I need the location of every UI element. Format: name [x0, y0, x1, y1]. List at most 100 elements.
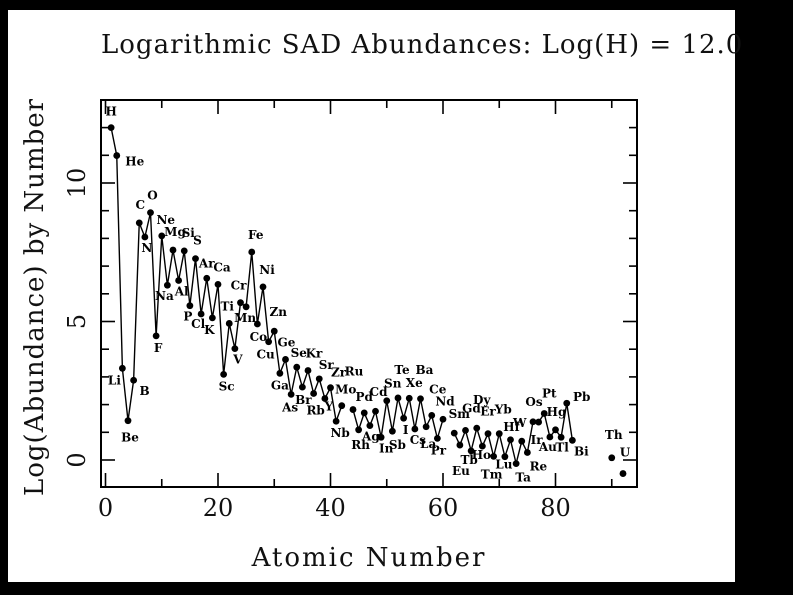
data-point-O — [147, 209, 154, 217]
element-label-La: La — [420, 437, 436, 451]
element-label-Na: Na — [155, 289, 174, 303]
x-tick-label-0: 0 — [98, 494, 113, 522]
data-point-Ho — [478, 442, 486, 450]
x-tick-label-40: 40 — [315, 494, 346, 522]
x-tick-label-80: 80 — [540, 494, 571, 522]
element-label-Yb: Yb — [494, 403, 512, 417]
x-tick-label-20: 20 — [203, 494, 234, 522]
data-point-Ne — [158, 232, 166, 240]
element-label-Pt: Pt — [542, 386, 557, 400]
data-point-H — [107, 124, 115, 131]
element-label-H: H — [105, 105, 116, 119]
element-label-Dy: Dy — [473, 393, 491, 407]
element-label-Ta: Ta — [515, 471, 531, 485]
element-label-Se: Se — [291, 346, 308, 360]
data-point-Xe — [405, 394, 413, 402]
data-point-C — [135, 219, 143, 227]
element-label-Cu: Cu — [256, 348, 275, 362]
data-point-Al — [175, 277, 183, 284]
element-label-Br: Br — [295, 393, 312, 407]
element-label-Ne: Ne — [156, 213, 175, 227]
element-label-Tb: Tb — [460, 453, 477, 467]
data-point-Nd — [439, 415, 447, 423]
element-label-Mg: Mg — [164, 225, 186, 239]
plot-frame — [100, 99, 638, 488]
y-tick-label-10: 10 — [63, 168, 91, 199]
element-label-Ag: Ag — [361, 430, 380, 444]
data-point-Y — [321, 395, 329, 402]
data-point-Mg — [169, 246, 177, 254]
x-axis-title: Atomic Number — [251, 543, 487, 573]
element-label-N: N — [141, 241, 152, 255]
element-label-I: I — [403, 423, 409, 437]
data-point-Si — [180, 247, 188, 255]
abundance-line-segment-2 — [453, 403, 574, 464]
data-point-Te — [394, 394, 402, 402]
element-label-Tl: Tl — [555, 440, 569, 454]
element-label-K: K — [204, 323, 215, 337]
data-point-Mn — [242, 303, 250, 311]
data-point-Ga — [276, 369, 284, 377]
data-point-Rb — [310, 390, 318, 397]
data-point-Eu — [456, 441, 464, 449]
element-label-B: B — [140, 384, 150, 398]
element-label-U: U — [620, 446, 631, 460]
element-label-Eu: Eu — [452, 464, 470, 478]
element-label-Ga: Ga — [271, 378, 289, 392]
element-label-Os: Os — [525, 395, 542, 409]
element-label-Ba: Ba — [416, 363, 434, 377]
element-label-Ce: Ce — [429, 382, 447, 396]
element-label-Pr: Pr — [431, 443, 447, 457]
element-label-Er: Er — [480, 405, 496, 419]
data-point-Er — [484, 430, 492, 438]
element-label-Sm: Sm — [449, 407, 471, 421]
element-label-P: P — [183, 310, 192, 324]
data-point-Sm — [450, 429, 458, 437]
element-label-Ir: Ir — [531, 433, 544, 447]
element-label-Sb: Sb — [389, 438, 406, 452]
data-point-S — [192, 255, 199, 263]
data-point-Ru — [349, 406, 357, 413]
data-point-Cu — [265, 338, 273, 346]
element-label-Hg: Hg — [547, 405, 567, 419]
element-label-Rh: Rh — [351, 438, 370, 452]
element-label-Ru: Ru — [345, 365, 364, 379]
element-label-Sc: Sc — [219, 379, 235, 393]
data-point-Yb — [495, 430, 503, 438]
element-label-Y: Y — [324, 400, 334, 414]
data-point-Ce — [428, 412, 436, 419]
element-label-Co: Co — [250, 330, 268, 344]
data-point-Gd — [462, 426, 469, 434]
element-label-Nb: Nb — [330, 426, 349, 440]
data-point-Li — [118, 364, 126, 372]
data-point-Rh — [355, 426, 363, 434]
data-point-Tm — [490, 452, 498, 460]
element-label-Al: Al — [174, 285, 189, 299]
element-label-In: In — [379, 441, 394, 455]
data-point-Au — [546, 433, 554, 441]
element-label-Bi: Bi — [574, 444, 589, 458]
data-point-In — [377, 433, 385, 441]
element-label-Ca: Ca — [213, 260, 231, 274]
data-point-K — [208, 314, 216, 322]
element-label-Pb: Pb — [573, 390, 590, 404]
element-label-He: He — [125, 155, 144, 169]
element-label-Ge: Ge — [278, 335, 296, 349]
element-label-Ti: Ti — [221, 299, 235, 313]
abundance-line-segment-0 — [110, 127, 343, 424]
data-point-U — [619, 470, 627, 477]
data-point-Ba — [417, 395, 424, 403]
data-point-He — [113, 152, 121, 159]
data-point-Lu — [501, 453, 509, 461]
data-point-V — [231, 345, 239, 353]
data-point-N — [141, 233, 149, 241]
data-point-Nb — [332, 417, 340, 425]
element-label-Te: Te — [394, 363, 410, 377]
element-label-Mn: Mn — [234, 311, 256, 325]
data-point-La — [422, 423, 430, 431]
data-point-Dy — [473, 424, 481, 432]
data-point-Cl — [197, 310, 205, 318]
data-point-Cr — [237, 299, 244, 307]
element-label-Au: Au — [538, 440, 557, 454]
data-point-Pt — [540, 410, 548, 417]
